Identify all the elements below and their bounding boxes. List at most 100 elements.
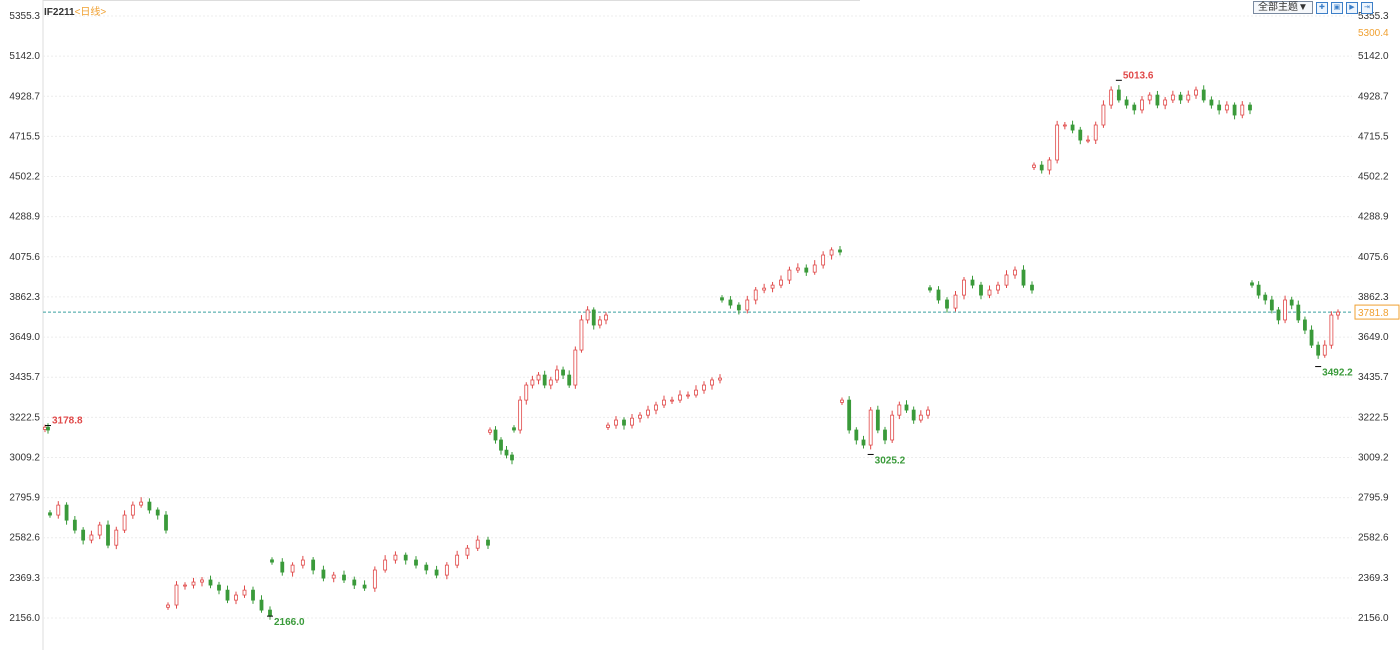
candle-body (1289, 299, 1294, 306)
low-label: 3025.2 (875, 455, 906, 466)
candle-body (854, 429, 859, 441)
candle-body (311, 559, 316, 571)
candle-body (518, 399, 523, 431)
y-tick-left: 2795.9 (9, 493, 40, 504)
candle-body (918, 414, 923, 421)
candle-body (510, 454, 514, 461)
candle-body (155, 509, 160, 516)
end-icon[interactable]: ⇥ (1360, 1, 1373, 14)
candle-body (139, 501, 144, 506)
candle-body (1276, 309, 1281, 321)
candle-body (504, 449, 509, 456)
candle-body (81, 529, 86, 541)
y-tick-right: 4715.5 (1358, 131, 1389, 142)
candle-body (1021, 269, 1026, 286)
candle-body (383, 559, 388, 571)
period-selector[interactable]: <日线> (74, 7, 107, 18)
y-tick-right: 2156.0 (1358, 613, 1389, 624)
candle-body (953, 294, 958, 309)
candle-body (174, 584, 179, 606)
candle-body (1316, 344, 1321, 356)
candle-body (662, 399, 666, 406)
candle-body (342, 574, 346, 581)
candle-body (1170, 94, 1175, 101)
candle-body (1248, 104, 1252, 111)
crosshair-icon[interactable]: ✚ (1315, 1, 1328, 14)
candle-body (1217, 104, 1222, 111)
candle-body (654, 404, 658, 411)
candle-body (591, 309, 596, 326)
candle-body (1263, 294, 1268, 301)
y-tick-right: 2795.9 (1358, 493, 1389, 504)
candle-body (1055, 124, 1060, 161)
candle-body (1013, 269, 1017, 276)
candle-body (646, 409, 650, 416)
candle-body (270, 559, 274, 563)
theme-dropdown[interactable]: 全部主题▼ (1253, 1, 1313, 14)
y-tick-right: 5142.0 (1358, 51, 1389, 62)
candle-body (166, 604, 170, 608)
candle-body (1303, 319, 1307, 331)
candle-body (300, 559, 305, 566)
candle-body (1224, 104, 1229, 111)
zoom-fit-icon[interactable]: ▣ (1330, 1, 1343, 14)
candle-body (1140, 99, 1144, 111)
candle-body (694, 389, 698, 396)
y-tick-left: 3009.2 (9, 452, 40, 463)
candle-body (1086, 139, 1090, 142)
candle-body (728, 299, 733, 306)
candle-body (1296, 304, 1301, 321)
y-tick-right: 3009.2 (1358, 452, 1389, 463)
candle-body (1078, 129, 1083, 141)
low-label: 2166.0 (274, 617, 305, 628)
candle-body (979, 284, 983, 296)
y-tick-right: 4502.2 (1358, 172, 1389, 183)
candle-body (1186, 94, 1191, 101)
candle-body (234, 594, 238, 601)
candle-body (362, 584, 367, 589)
candle-body (1124, 99, 1129, 106)
candle-body (217, 584, 221, 591)
play-icon[interactable]: ▶ (1345, 1, 1358, 14)
candle-body (1004, 274, 1009, 286)
candle-body (561, 369, 565, 376)
candle-body (1178, 94, 1183, 101)
candle-body (72, 519, 77, 531)
candle-body (904, 404, 909, 411)
candle-body (897, 404, 902, 416)
y-tick-left: 3435.7 (9, 372, 40, 383)
candle-body (840, 399, 844, 403)
y-tick-right: 2582.6 (1358, 533, 1389, 544)
candle-body (638, 414, 642, 419)
toolbar: 全部主题▼ ✚ ▣ ▶ ⇥ (1253, 1, 1373, 14)
candle-body (372, 569, 377, 589)
candle-body (1269, 299, 1274, 311)
y-tick-right: 4075.6 (1358, 252, 1389, 263)
right-top-value: 5300.4 (1358, 28, 1389, 39)
candle-body (147, 501, 152, 511)
symbol-title: IF2211<日线> (44, 3, 106, 18)
candle-body (280, 561, 285, 573)
candle-body (720, 297, 724, 301)
candle-body (393, 554, 398, 561)
candle-body (1209, 99, 1214, 106)
candle-body (821, 254, 826, 266)
candle-body (1039, 164, 1044, 171)
candle-body (1283, 299, 1287, 321)
candle-body (770, 284, 775, 289)
candle-body (352, 579, 357, 586)
candle-body (962, 279, 966, 296)
candle-body (475, 539, 480, 549)
candle-body (1147, 94, 1152, 101)
candle-body (548, 379, 553, 386)
candle-body (945, 299, 949, 309)
candle-body (1163, 99, 1168, 106)
candle-body (1194, 89, 1198, 96)
candle-body (1132, 104, 1137, 111)
candle-body (622, 419, 626, 426)
candle-body (225, 589, 230, 601)
candle-body (242, 589, 247, 596)
high-label: 5013.6 (1123, 70, 1154, 81)
current-price-label: 3781.8 (1358, 308, 1389, 319)
